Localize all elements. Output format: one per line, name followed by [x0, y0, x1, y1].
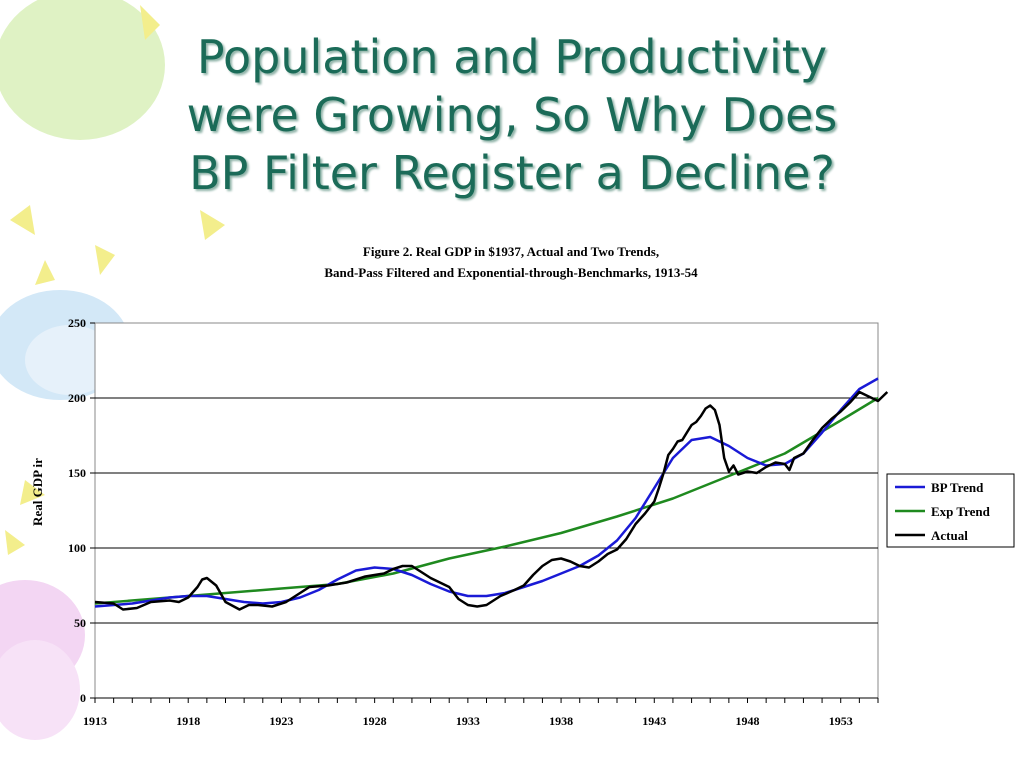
gridlines — [95, 397, 878, 624]
x-tick-label: 1943 — [642, 714, 666, 728]
y-tick-label: 100 — [68, 541, 86, 555]
y-axis-label: Real GDP ir — [30, 458, 45, 526]
y-tick-label: 250 — [68, 316, 86, 330]
x-tick-label: 1948 — [736, 714, 760, 728]
series-line-exp-trend — [94, 396, 879, 605]
x-tick-label: 1953 — [829, 714, 853, 728]
y-tick-label: 200 — [68, 391, 86, 405]
legend-label-actual: Actual — [931, 528, 968, 543]
legend-label-bp-trend: BP Trend — [931, 480, 984, 495]
x-tick-label: 1923 — [269, 714, 293, 728]
series-lines — [94, 377, 889, 611]
chart-subtitle: Band-Pass Filtered and Exponential-throu… — [324, 265, 698, 280]
slide-title-line: were Growing, So Why Does — [186, 88, 838, 142]
y-tick-label: 150 — [68, 466, 86, 480]
x-tick-label: 1913 — [83, 714, 107, 728]
x-tick-label: 1918 — [176, 714, 200, 728]
x-axis: 1913 1918 1923 1928 1933 1938 1943 1948 1953 — [83, 697, 879, 728]
legend: BP Trend Exp Trend Actual — [886, 473, 1015, 548]
series-line-actual — [94, 390, 889, 611]
plot-area — [94, 322, 879, 699]
y-tick-label: 50 — [74, 616, 86, 630]
x-tick-label: 1933 — [456, 714, 480, 728]
slide-title: Population and Productivity were Growing… — [40, 28, 984, 202]
confetti-decoration — [5, 5, 225, 555]
legend-label-exp-trend: Exp Trend — [931, 504, 991, 519]
y-tick-label: 0 — [80, 691, 86, 705]
slide-title-line: Population and Productivity — [196, 30, 828, 84]
y-axis: 0 50 100 150 200 250 — [68, 316, 95, 705]
slide-title-line: BP Filter Register a Decline? — [189, 146, 835, 200]
x-tick-label: 1938 — [549, 714, 573, 728]
chart-title: Figure 2. Real GDP in $1937, Actual and … — [363, 244, 659, 259]
x-tick-label: 1928 — [363, 714, 387, 728]
